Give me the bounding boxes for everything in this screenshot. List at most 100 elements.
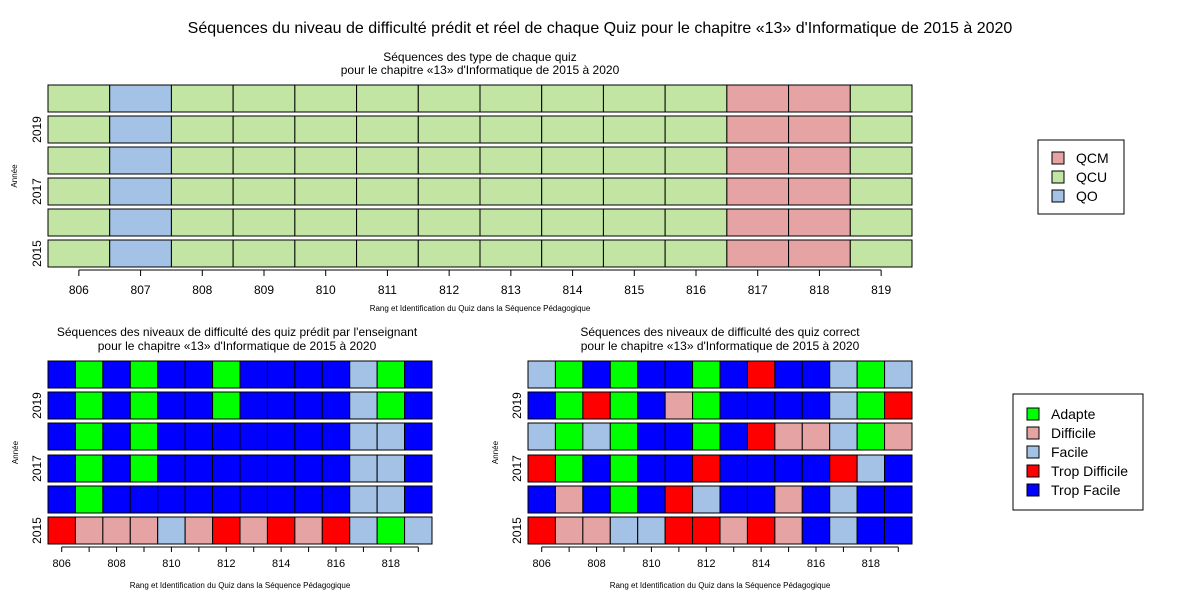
chart-title-types: Séquences des type de chaque quiz <box>383 50 576 64</box>
x-tick-label-correct-814: 814 <box>752 558 770 570</box>
page-title: Séquences du niveau de difficulté prédit… <box>187 20 1013 37</box>
cell-correct-2020-807 <box>554 360 584 389</box>
cell-types-2017-815 <box>602 177 666 206</box>
cell-types-2016-810 <box>294 208 358 237</box>
legend-swatch-types-2 <box>1051 189 1065 203</box>
cell-correct-2020-811 <box>664 360 694 389</box>
cell-correct-2020-819 <box>884 360 913 389</box>
cell-types-2017-812 <box>417 177 481 206</box>
x-tick-label-types-806: 806 <box>69 283 89 297</box>
cell-predicted-2019-807 <box>74 391 104 420</box>
cell-types-2015-812 <box>417 239 481 268</box>
cell-correct-2017-814 <box>746 454 776 483</box>
cell-predicted-2015-817 <box>349 516 378 545</box>
cell-predicted-2018-813 <box>239 422 268 451</box>
cell-predicted-2016-816 <box>321 485 351 514</box>
cell-predicted-2016-815 <box>294 485 323 514</box>
cell-predicted-2020-809 <box>129 360 159 389</box>
chart-subtitle-correct: pour le chapitre «13» d'Informatique de … <box>581 339 860 353</box>
cell-types-2017-818 <box>788 177 851 206</box>
cell-correct-2017-806 <box>527 454 556 483</box>
cell-types-2016-816 <box>664 208 728 237</box>
cell-correct-2016-816 <box>801 485 831 514</box>
cell-correct-2016-812 <box>692 485 721 514</box>
cell-predicted-2019-818 <box>376 391 406 420</box>
cell-correct-2018-807 <box>554 422 584 451</box>
x-tick-label-types-819: 819 <box>871 283 891 297</box>
cell-correct-2017-807 <box>554 454 584 483</box>
cell-types-2019-811 <box>356 115 419 144</box>
cell-correct-2016-811 <box>664 485 694 514</box>
cell-types-2019-807 <box>109 115 172 144</box>
cell-types-2016-806 <box>47 208 111 237</box>
cell-types-2015-807 <box>109 239 172 268</box>
cell-types-2018-811 <box>356 146 419 175</box>
cell-types-2015-808 <box>170 239 234 268</box>
cell-correct-2018-815 <box>774 422 803 451</box>
cell-correct-2017-810 <box>637 454 666 483</box>
cell-types-2017-813 <box>479 177 543 206</box>
y-tick-label-types-2017: 2017 <box>30 178 44 205</box>
cell-correct-2018-810 <box>637 422 666 451</box>
cell-types-2018-815 <box>602 146 666 175</box>
cell-predicted-2015-807 <box>74 516 104 545</box>
cell-correct-2019-810 <box>637 391 666 420</box>
cell-predicted-2020-815 <box>294 360 323 389</box>
cell-types-2015-819 <box>849 239 913 268</box>
x-tick-label-predicted-806: 806 <box>53 558 71 570</box>
cell-types-2019-814 <box>541 115 604 144</box>
x-tick-label-predicted-818: 818 <box>382 558 400 570</box>
cell-predicted-2015-819 <box>404 516 433 545</box>
cell-types-2016-809 <box>232 208 296 237</box>
y-axis-label-correct: Année <box>491 440 500 464</box>
cell-types-2017-811 <box>356 177 419 206</box>
cell-predicted-2016-817 <box>349 485 378 514</box>
cell-types-2018-809 <box>232 146 296 175</box>
x-tick-label-correct-810: 810 <box>642 558 660 570</box>
cell-types-2016-811 <box>356 208 419 237</box>
x-tick-label-predicted-814: 814 <box>272 558 290 570</box>
cell-correct-2017-812 <box>692 454 721 483</box>
cell-correct-2019-813 <box>719 391 748 420</box>
cell-types-2015-806 <box>47 239 111 268</box>
cell-correct-2015-807 <box>554 516 584 545</box>
legend-swatch-correct-2 <box>1026 445 1040 459</box>
cell-correct-2017-813 <box>719 454 748 483</box>
cell-predicted-2019-817 <box>349 391 378 420</box>
cell-predicted-2018-818 <box>376 422 406 451</box>
cell-types-2019-806 <box>47 115 111 144</box>
cell-types-2016-817 <box>726 208 790 237</box>
cell-predicted-2018-811 <box>184 422 214 451</box>
x-tick-label-types-818: 818 <box>809 283 829 297</box>
x-tick-label-correct-806: 806 <box>533 558 551 570</box>
legend-swatch-types-0 <box>1051 151 1065 165</box>
cell-predicted-2020-808 <box>102 360 131 389</box>
cell-correct-2019-817 <box>829 391 858 420</box>
cell-predicted-2016-811 <box>184 485 214 514</box>
cell-predicted-2016-810 <box>157 485 186 514</box>
cell-correct-2020-810 <box>637 360 666 389</box>
x-tick-label-types-811: 811 <box>378 283 397 297</box>
x-tick-label-types-814: 814 <box>563 283 583 297</box>
cell-types-2016-807 <box>109 208 172 237</box>
cell-predicted-2017-807 <box>74 454 104 483</box>
cell-correct-2017-817 <box>829 454 858 483</box>
cell-predicted-2016-813 <box>239 485 268 514</box>
cell-types-2019-819 <box>849 115 913 144</box>
x-tick-label-types-812: 812 <box>439 283 459 297</box>
cell-correct-2019-814 <box>746 391 776 420</box>
cell-correct-2018-806 <box>527 422 556 451</box>
chart-subtitle-predicted: pour le chapitre «13» d'Informatique de … <box>98 339 377 353</box>
cell-predicted-2015-808 <box>102 516 131 545</box>
x-tick-label-correct-816: 816 <box>807 558 825 570</box>
cell-predicted-2018-812 <box>212 422 241 451</box>
cell-correct-2019-816 <box>801 391 831 420</box>
x-tick-label-types-813: 813 <box>501 283 521 297</box>
legend-label-types-0: QCM <box>1076 150 1109 166</box>
cell-types-2017-806 <box>47 177 111 206</box>
cell-predicted-2015-810 <box>157 516 186 545</box>
cell-types-2015-818 <box>788 239 851 268</box>
cell-types-2016-819 <box>849 208 913 237</box>
cell-types-2018-806 <box>47 146 111 175</box>
cell-correct-2020-816 <box>801 360 831 389</box>
